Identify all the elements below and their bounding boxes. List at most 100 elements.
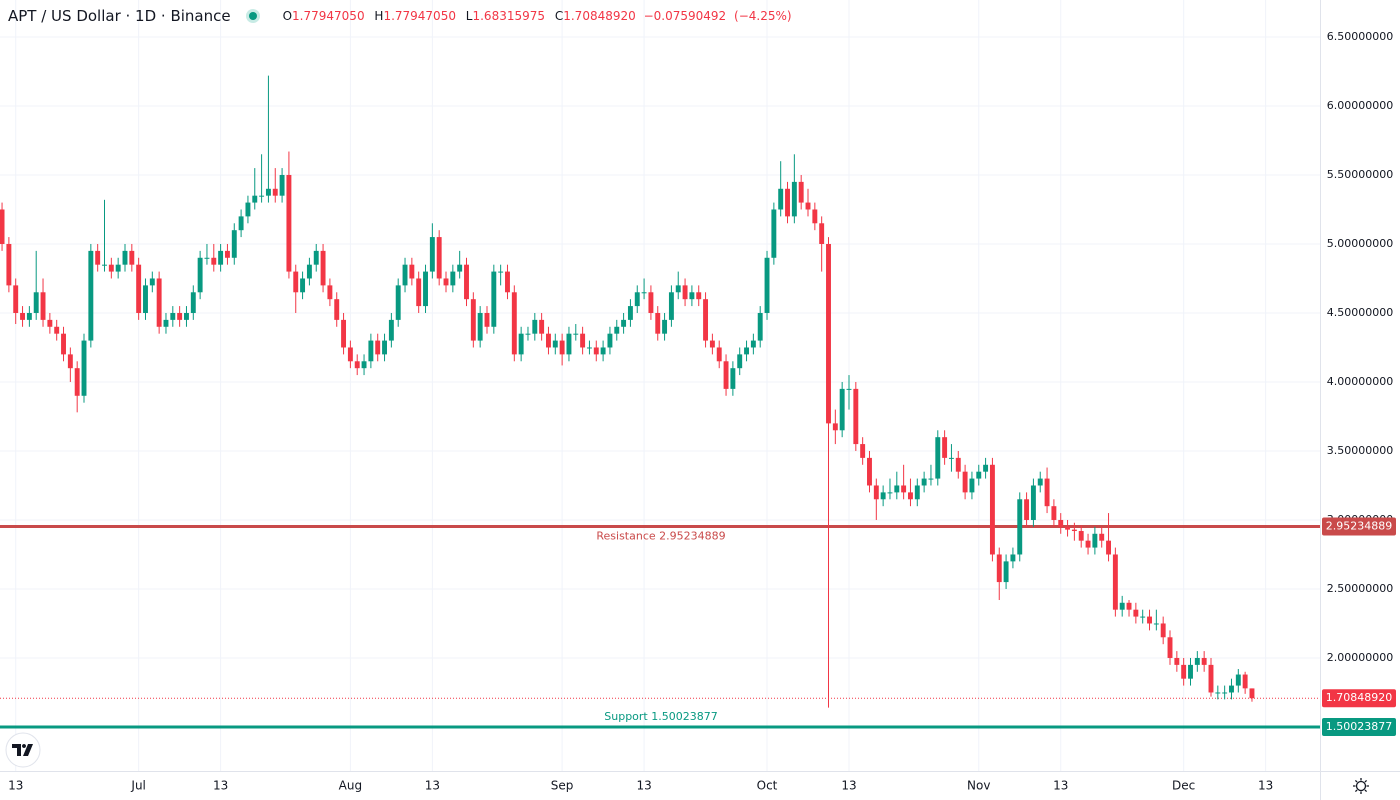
candle-body bbox=[819, 223, 825, 244]
candle-body bbox=[190, 292, 196, 313]
candle-body bbox=[1222, 692, 1228, 694]
candle-body bbox=[1174, 657, 1180, 665]
candle-body bbox=[245, 202, 251, 217]
candle-body bbox=[197, 257, 203, 293]
candle-body bbox=[812, 209, 818, 224]
x-tick-label: 13 bbox=[425, 779, 440, 793]
candle-body bbox=[115, 264, 121, 272]
candle-body bbox=[1010, 554, 1016, 562]
price-tag-label: 1.70848920 bbox=[1326, 691, 1392, 704]
candle-body bbox=[177, 312, 183, 320]
candle-body bbox=[464, 264, 469, 300]
candle-body bbox=[388, 319, 394, 341]
candle-body bbox=[901, 485, 907, 493]
candle-body bbox=[853, 388, 859, 445]
candle-body bbox=[47, 319, 53, 327]
candle-body bbox=[13, 285, 19, 313]
candle-body bbox=[1147, 616, 1152, 624]
candle-body bbox=[1126, 602, 1132, 610]
candle-body bbox=[443, 278, 449, 286]
symbol-title[interactable]: APT / US Dollar · 1D · Binance bbox=[8, 7, 231, 25]
candle-body bbox=[1044, 478, 1050, 507]
candle-body bbox=[764, 257, 770, 313]
candle-body bbox=[662, 319, 668, 334]
candle-body bbox=[655, 312, 661, 334]
candle-body bbox=[511, 292, 517, 355]
candle-body bbox=[416, 278, 422, 307]
candle-body bbox=[238, 216, 244, 231]
price-tag-label: 1.50023877 bbox=[1326, 720, 1392, 733]
candle-body bbox=[450, 271, 456, 286]
candle-body bbox=[163, 319, 169, 327]
x-tick-label: 13 bbox=[1258, 779, 1273, 793]
candle-body bbox=[484, 312, 490, 327]
candle-body bbox=[1051, 506, 1057, 520]
candle-body bbox=[744, 347, 749, 355]
candle-body bbox=[129, 250, 135, 265]
candle-body bbox=[347, 347, 353, 362]
y-tick-label: 6.50000000 bbox=[1327, 30, 1393, 43]
candle-body bbox=[723, 361, 729, 389]
y-tick-label: 3.50000000 bbox=[1327, 444, 1393, 457]
candle-body bbox=[983, 464, 989, 472]
candle-body bbox=[136, 264, 142, 313]
y-tick-label: 2.50000000 bbox=[1327, 582, 1393, 595]
candle-body bbox=[1194, 657, 1200, 665]
candle-body bbox=[1017, 499, 1023, 555]
candle-body bbox=[996, 554, 1002, 583]
candle-body bbox=[334, 299, 340, 320]
candle-body bbox=[306, 264, 312, 279]
candle-body bbox=[627, 306, 633, 320]
candle-body bbox=[757, 312, 763, 341]
candle-body bbox=[211, 257, 217, 265]
candle-body bbox=[108, 264, 114, 272]
y-tick-label: 4.50000000 bbox=[1327, 306, 1393, 319]
candle-body bbox=[149, 278, 155, 286]
price-tag bbox=[1322, 717, 1396, 736]
candle-body bbox=[921, 478, 927, 486]
candle-body bbox=[0, 209, 5, 244]
candle-body bbox=[737, 354, 743, 369]
candle-body bbox=[26, 312, 32, 320]
candle-body bbox=[539, 319, 545, 334]
candle-body bbox=[805, 202, 811, 210]
settings-icon[interactable] bbox=[1353, 778, 1369, 794]
candle-body bbox=[300, 278, 306, 293]
y-tick-label: 5.50000000 bbox=[1327, 168, 1393, 181]
candle-body bbox=[532, 319, 538, 334]
candle-body bbox=[716, 347, 722, 362]
candle-body bbox=[552, 340, 558, 348]
candle-body bbox=[832, 423, 838, 431]
candle-body bbox=[846, 388, 852, 390]
candle-body bbox=[518, 333, 524, 355]
candle-body bbox=[730, 368, 736, 389]
candle-body bbox=[600, 347, 606, 355]
tv-logo[interactable] bbox=[5, 732, 41, 768]
candle-body bbox=[703, 299, 709, 341]
candle-body bbox=[95, 250, 101, 265]
candle-body bbox=[791, 181, 797, 217]
candle-body bbox=[1092, 533, 1098, 548]
candle-body bbox=[1037, 478, 1043, 486]
change-percent: (−4.25%) bbox=[734, 9, 792, 23]
candle-body bbox=[204, 257, 210, 259]
ohlc-key: C bbox=[554, 9, 564, 23]
level-label: Resistance 2.95234889 bbox=[596, 530, 725, 543]
candle-body bbox=[559, 340, 565, 355]
x-tick-label: 13 bbox=[8, 779, 23, 793]
change-value: −0.07590492 bbox=[643, 9, 727, 23]
candle-body bbox=[771, 209, 777, 258]
ohlc-value: 1.70848920 bbox=[563, 9, 636, 23]
candle-body bbox=[1133, 609, 1139, 617]
candle-body bbox=[1003, 561, 1009, 583]
candle-body bbox=[498, 271, 504, 273]
candle-body bbox=[184, 312, 189, 320]
candle-body bbox=[1235, 674, 1241, 686]
price-tag bbox=[1322, 689, 1396, 708]
candle-body bbox=[1119, 602, 1125, 610]
candle-body bbox=[1181, 664, 1187, 679]
candle-body bbox=[67, 354, 73, 369]
candle-body bbox=[40, 292, 46, 320]
candle-body bbox=[279, 174, 285, 196]
